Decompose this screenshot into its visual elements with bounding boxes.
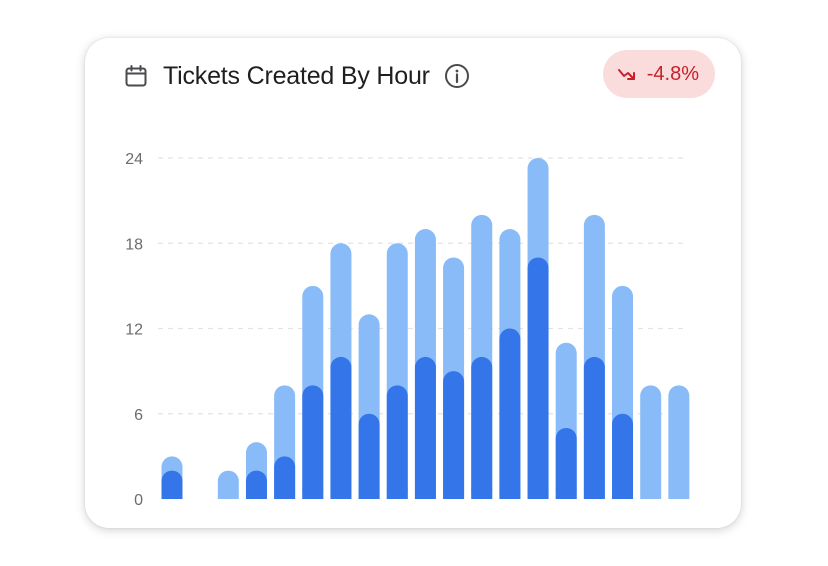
bar-dark-base <box>358 488 380 499</box>
bar-dark[interactable] <box>414 356 436 499</box>
bar-dark-base <box>499 488 521 499</box>
change-badge: -4.8% <box>602 50 715 98</box>
info-icon[interactable] <box>444 63 470 89</box>
y-tick-label: 6 <box>134 407 143 424</box>
chart-card: Tickets Created By Hour -4.8% 0 6 12 18 24 <box>85 38 741 528</box>
bar-dark[interactable] <box>555 427 577 499</box>
bar-dark[interactable] <box>358 413 380 499</box>
bar-dark-base <box>527 488 549 499</box>
bar-dark-base <box>274 488 296 499</box>
bar-light[interactable] <box>640 385 662 499</box>
bar-dark[interactable] <box>499 328 521 500</box>
bar-dark-base <box>471 488 493 499</box>
bar-dark-base <box>330 488 352 499</box>
y-tick-label: 18 <box>125 236 143 253</box>
badge-value: -4.8% <box>646 62 699 85</box>
bar-dark-base <box>302 488 324 499</box>
bar-dark-base <box>414 488 436 499</box>
trend-down-icon <box>617 64 637 84</box>
bar-light[interactable] <box>668 385 690 499</box>
bar-dark-base <box>612 488 634 499</box>
card-header: Tickets Created By Hour <box>123 58 470 94</box>
bar-dark[interactable] <box>386 385 408 499</box>
bar-dark[interactable] <box>471 356 493 499</box>
bar-dark[interactable] <box>527 257 549 499</box>
bar-light[interactable] <box>217 470 239 499</box>
y-tick-label: 24 <box>125 151 143 168</box>
bar-dark-base <box>443 488 465 499</box>
bar-dark-base <box>245 488 267 499</box>
bar-dark[interactable] <box>274 456 296 499</box>
bar-dark[interactable] <box>330 356 352 499</box>
y-tick-label: 12 <box>125 322 143 339</box>
bar-dark-base <box>161 488 183 499</box>
calendar-icon <box>123 63 149 89</box>
bar-dark-base <box>583 488 605 499</box>
bar-dark[interactable] <box>443 371 465 499</box>
y-tick-label: 0 <box>134 492 143 509</box>
bar-dark[interactable] <box>583 356 605 499</box>
bar-dark-base <box>386 488 408 499</box>
bar-dark[interactable] <box>302 385 324 499</box>
card-title: Tickets Created By Hour <box>163 61 430 90</box>
bar-dark-base <box>555 488 577 499</box>
bar-chart: 0 6 12 18 24 <box>125 151 690 509</box>
bar-dark[interactable] <box>612 413 634 499</box>
